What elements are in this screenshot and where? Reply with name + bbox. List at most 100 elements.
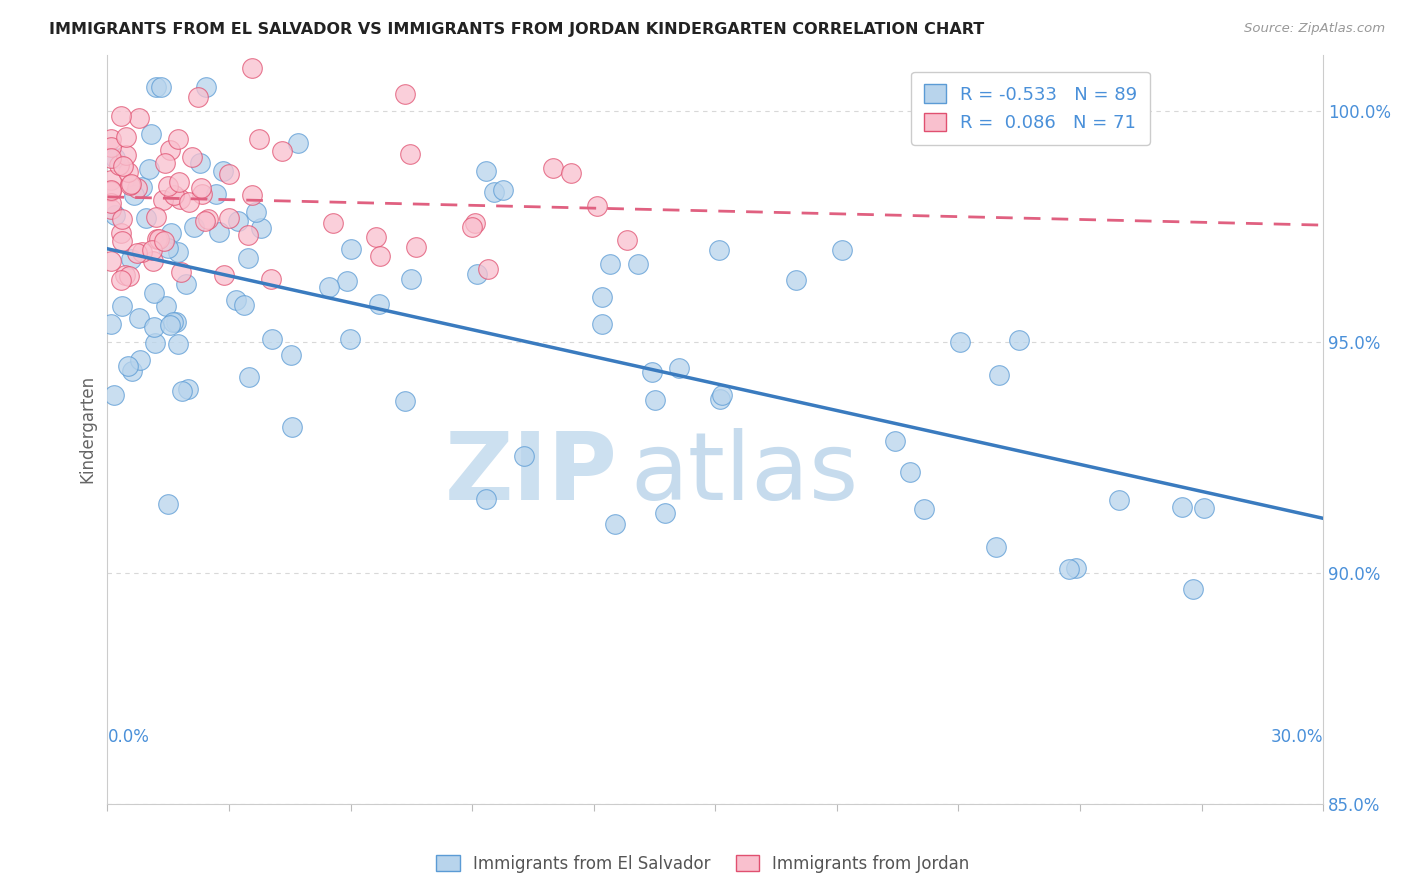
Point xyxy=(131,244,153,259)
Text: ZIP: ZIP xyxy=(446,428,619,520)
Point xyxy=(153,235,176,249)
Point xyxy=(249,221,271,235)
Text: 30.0%: 30.0% xyxy=(1271,729,1323,747)
Point xyxy=(211,164,233,178)
Point xyxy=(399,272,422,286)
Point xyxy=(322,217,344,231)
Point xyxy=(115,130,138,145)
Point xyxy=(668,360,690,375)
Point xyxy=(465,268,488,282)
Point xyxy=(177,382,200,396)
Point xyxy=(191,187,214,202)
Point xyxy=(159,143,181,157)
Point xyxy=(110,211,132,226)
Point xyxy=(100,317,122,331)
Point xyxy=(152,193,174,207)
Point xyxy=(188,156,211,170)
Point xyxy=(710,388,733,402)
Point xyxy=(159,318,181,333)
Point xyxy=(138,161,160,176)
Point xyxy=(475,164,498,178)
Point xyxy=(118,269,141,284)
Point xyxy=(197,212,219,227)
Point xyxy=(181,150,204,164)
Point xyxy=(477,261,499,276)
Text: IMMIGRANTS FROM EL SALVADOR VS IMMIGRANTS FROM JORDAN KINDERGARTEN CORRELATION C: IMMIGRANTS FROM EL SALVADOR VS IMMIGRANT… xyxy=(49,22,984,37)
Point xyxy=(339,332,361,346)
Point xyxy=(482,185,505,199)
Point xyxy=(247,132,270,146)
Point xyxy=(340,243,363,257)
Point xyxy=(644,392,666,407)
Point xyxy=(370,249,392,263)
Point xyxy=(110,273,132,287)
Point xyxy=(153,156,176,170)
Point xyxy=(110,227,132,241)
Point xyxy=(150,80,173,95)
Point xyxy=(145,80,167,95)
Point xyxy=(165,315,187,329)
Point xyxy=(785,272,807,286)
Point xyxy=(912,501,935,516)
Point xyxy=(162,315,184,329)
Point xyxy=(143,319,166,334)
Point xyxy=(318,280,340,294)
Point xyxy=(156,178,179,193)
Point xyxy=(367,297,389,311)
Point xyxy=(599,257,621,271)
Point xyxy=(280,420,302,434)
Point xyxy=(984,540,1007,554)
Point xyxy=(120,178,142,192)
Point xyxy=(336,274,359,288)
Point xyxy=(366,229,388,244)
Point xyxy=(464,216,486,230)
Point xyxy=(988,368,1011,382)
Point xyxy=(103,388,125,402)
Point xyxy=(169,175,191,189)
Point xyxy=(225,293,247,308)
Point xyxy=(240,62,263,76)
Point xyxy=(104,151,127,165)
Point xyxy=(236,228,259,243)
Point xyxy=(398,147,420,161)
Point xyxy=(111,299,134,313)
Point xyxy=(183,219,205,234)
Point xyxy=(155,299,177,313)
Point xyxy=(177,194,200,209)
Point xyxy=(1057,562,1080,576)
Point xyxy=(190,181,212,195)
Point xyxy=(226,214,249,228)
Point xyxy=(169,193,191,207)
Point xyxy=(205,187,228,202)
Point xyxy=(100,140,122,154)
Point xyxy=(271,145,294,159)
Point xyxy=(949,334,972,349)
Point xyxy=(898,465,921,479)
Point xyxy=(100,254,122,268)
Point xyxy=(218,167,240,181)
Point xyxy=(405,240,427,254)
Point xyxy=(112,159,135,173)
Point xyxy=(111,234,134,248)
Point xyxy=(218,211,240,225)
Point xyxy=(157,496,180,510)
Point xyxy=(1171,500,1194,515)
Point xyxy=(114,268,136,282)
Point xyxy=(128,111,150,125)
Point xyxy=(157,241,180,255)
Point xyxy=(541,161,564,175)
Point xyxy=(287,136,309,151)
Point xyxy=(174,277,197,292)
Point xyxy=(208,225,231,239)
Point xyxy=(100,173,122,187)
Point xyxy=(591,317,613,331)
Point xyxy=(128,310,150,325)
Point xyxy=(141,127,163,141)
Point xyxy=(1182,582,1205,597)
Point xyxy=(100,152,122,166)
Point xyxy=(1064,560,1087,574)
Point xyxy=(135,211,157,226)
Point xyxy=(100,183,122,197)
Point xyxy=(585,198,607,212)
Point xyxy=(166,244,188,259)
